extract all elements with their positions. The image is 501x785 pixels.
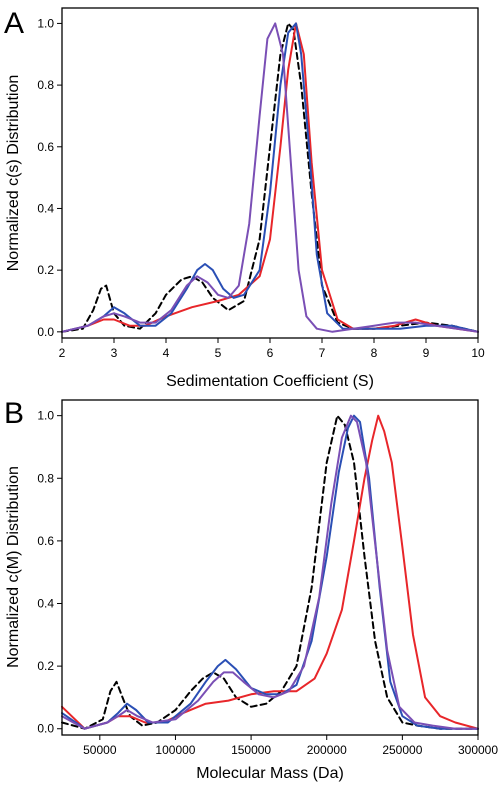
y-tick-label: 0.8 xyxy=(37,471,54,485)
y-tick-label: 0.8 xyxy=(37,78,54,92)
series-line xyxy=(61,22,479,333)
panel-b: B 50000 100000 150000 200000 250000 300000 0.0… xyxy=(4,397,498,782)
plot-area: 2 3 4 5 6 7 8 9 10 0.0 0.2 0.4 0.6 0.8 1.0 xyxy=(37,16,485,360)
y-tick-label: 0.0 xyxy=(37,325,54,339)
x-tick-label: 9 xyxy=(423,346,430,360)
x-tick-label: 300000 xyxy=(458,743,498,757)
x-tick-label: 100000 xyxy=(155,743,195,757)
y-tick-label: 0.6 xyxy=(37,534,54,548)
x-tick-label: 8 xyxy=(371,346,378,360)
series-line xyxy=(61,22,479,333)
x-tick-label: 150000 xyxy=(231,743,271,757)
x-tick-label: 4 xyxy=(163,346,170,360)
x-tick-label: 2 xyxy=(59,346,66,360)
x-axis-label: Sedimentation Coefficient (S) xyxy=(166,373,374,390)
x-tick-label: 250000 xyxy=(382,743,422,757)
series-line xyxy=(61,414,479,730)
y-tick-label: 1.0 xyxy=(37,16,54,30)
panel-label: A xyxy=(4,7,24,40)
y-tick-label: 0.4 xyxy=(37,201,54,215)
y-tick-label: 0.0 xyxy=(37,722,54,736)
y-tick-label: 0.2 xyxy=(37,659,54,673)
x-tick-label: 6 xyxy=(267,346,274,360)
x-tick-label: 50000 xyxy=(83,743,117,757)
y-axis-label: Normalized c(M) Distribution xyxy=(5,466,22,668)
x-axis-label: Molecular Mass (Da) xyxy=(196,765,344,782)
series-line xyxy=(61,22,479,333)
x-tick-label: 3 xyxy=(111,346,118,360)
x-tick-label: 5 xyxy=(215,346,222,360)
series-line xyxy=(61,414,479,730)
plot-frame xyxy=(61,399,479,736)
x-tick-label: 200000 xyxy=(307,743,347,757)
plot-area: 50000 100000 150000 200000 250000 300000 0.0 0.… xyxy=(37,409,498,757)
plot-frame xyxy=(61,7,479,339)
panel-label: B xyxy=(4,397,24,430)
series-line xyxy=(61,414,479,730)
panel-a: A 2 3 4 5 6 7 8 9 10 0.0 0.2 0.4 0.6 0.8 1.0 Sedimenta… xyxy=(4,7,485,390)
series-line xyxy=(61,414,479,730)
y-axis-label: Normalized c(s) Distribution xyxy=(5,75,22,272)
x-tick-label: 7 xyxy=(319,346,326,360)
y-tick-label: 0.2 xyxy=(37,263,54,277)
x-tick-label: 10 xyxy=(471,346,485,360)
y-tick-label: 0.4 xyxy=(37,597,54,611)
series-line xyxy=(61,22,479,333)
y-tick-label: 1.0 xyxy=(37,409,54,423)
y-tick-label: 0.6 xyxy=(37,140,54,154)
